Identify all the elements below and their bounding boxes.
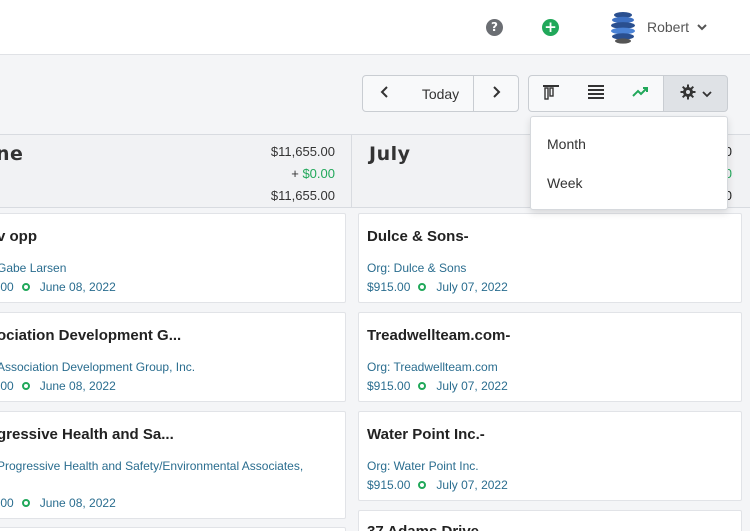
deal-title[interactable]: Treadwellteam.com- xyxy=(367,327,511,344)
status-dot-icon xyxy=(418,481,427,489)
board-view-icon xyxy=(542,84,560,103)
column-total: $11,655.00 xyxy=(270,144,335,159)
menu-item-week[interactable]: Week xyxy=(547,175,583,191)
next-button[interactable] xyxy=(473,75,519,112)
deal-title[interactable]: Water Point Inc.- xyxy=(367,426,485,443)
deal-amount: .00 xyxy=(0,280,14,294)
deal-title[interactable]: gressive Health and Sa... xyxy=(0,426,174,443)
chevron-down-icon xyxy=(701,86,712,102)
settings-button[interactable] xyxy=(663,75,728,112)
gear-icon xyxy=(680,84,696,103)
deal-amount: $915.00 xyxy=(367,379,411,393)
deal-amount: .00 xyxy=(0,496,14,510)
deal-date: July 07, 2022 xyxy=(436,280,508,294)
column-total: 0 xyxy=(724,144,732,159)
deal-meta: .00 June 08, 2022 xyxy=(0,280,116,294)
deal-date: June 08, 2022 xyxy=(39,496,116,510)
deal-amount: $915.00 xyxy=(367,280,411,294)
settings-dropdown: Month Week xyxy=(530,116,728,210)
deal-card[interactable]: 37 Adams Drive xyxy=(358,510,742,531)
list-view-button[interactable] xyxy=(573,75,619,112)
add-icon[interactable]: + xyxy=(542,19,559,36)
deal-meta: $915.00 July 07, 2022 xyxy=(367,478,508,492)
deal-card[interactable]: Water Point Inc.- Org: Water Point Inc. … xyxy=(358,411,742,501)
deal-title[interactable]: Dulce & Sons- xyxy=(367,228,469,245)
plus-sign: + xyxy=(291,166,303,181)
deal-title[interactable]: v opp xyxy=(0,228,37,245)
today-button[interactable]: Today xyxy=(407,75,474,112)
deal-date: July 07, 2022 xyxy=(436,478,508,492)
deal-amount: .00 xyxy=(0,379,14,393)
deal-card[interactable]: Dulce & Sons- Org: Dulce & Sons $915.00 … xyxy=(358,213,742,303)
column-header-june: ne $11,655.00 + $0.00 $11,655.00 xyxy=(0,134,352,208)
chevron-down-icon[interactable] xyxy=(696,19,708,35)
avatar[interactable] xyxy=(608,10,638,44)
deal-card[interactable]: v opp Gabe Larsen .00 June 08, 2022 xyxy=(0,213,346,303)
chevron-right-icon xyxy=(490,85,502,102)
deal-meta: $915.00 July 07, 2022 xyxy=(367,379,508,393)
deal-org[interactable]: Org: Treadwellteam.com xyxy=(367,360,498,374)
list-view-icon xyxy=(587,84,605,103)
deal-date: July 07, 2022 xyxy=(436,379,508,393)
column-title: ne xyxy=(0,143,24,165)
deal-org[interactable]: Org: Water Point Inc. xyxy=(367,459,479,473)
board-view-button[interactable] xyxy=(528,75,574,112)
deal-title[interactable]: ociation Development G... xyxy=(0,327,182,344)
deal-title[interactable]: 37 Adams Drive xyxy=(367,523,479,531)
column-title: July xyxy=(369,143,411,165)
top-bar: ? + Robert xyxy=(0,0,750,55)
deal-date: June 08, 2022 xyxy=(39,280,116,294)
deal-org[interactable]: Org: Dulce & Sons xyxy=(367,261,467,275)
status-dot-icon xyxy=(21,499,30,507)
deal-card[interactable]: ociation Development G... Association De… xyxy=(0,312,346,402)
deal-card[interactable] xyxy=(0,527,346,531)
deal-card[interactable]: Treadwellteam.com- Org: Treadwellteam.co… xyxy=(358,312,742,402)
status-dot-icon xyxy=(418,382,427,390)
status-dot-icon xyxy=(418,283,427,291)
status-dot-icon xyxy=(21,382,30,390)
deal-card[interactable]: gressive Health and Sa... Progressive He… xyxy=(0,411,346,519)
deal-date: June 08, 2022 xyxy=(39,379,116,393)
menu-item-month[interactable]: Month xyxy=(547,136,586,152)
column-added: 0 xyxy=(724,166,732,181)
forecast-view-button[interactable] xyxy=(618,75,664,112)
deal-org[interactable]: Progressive Health and Safety/Environmen… xyxy=(0,459,304,473)
deal-meta: .00 June 08, 2022 xyxy=(0,379,116,393)
chevron-left-icon xyxy=(379,85,391,102)
deal-org[interactable]: Gabe Larsen xyxy=(0,261,67,275)
forecast-trend-icon xyxy=(631,85,650,102)
column-added: + $0.00 xyxy=(291,166,335,181)
added-amount: $0.00 xyxy=(302,166,335,181)
previous-button[interactable] xyxy=(362,75,408,112)
deal-amount: $915.00 xyxy=(367,478,411,492)
deal-meta: $915.00 July 07, 2022 xyxy=(367,280,508,294)
deal-meta: .00 June 08, 2022 xyxy=(0,496,116,510)
user-name[interactable]: Robert xyxy=(647,19,690,35)
column-net: 0 xyxy=(724,188,732,203)
help-icon[interactable]: ? xyxy=(486,19,503,36)
status-dot-icon xyxy=(21,283,30,291)
column-net: $11,655.00 xyxy=(270,188,335,203)
deal-org[interactable]: Association Development Group, Inc. xyxy=(0,360,196,374)
